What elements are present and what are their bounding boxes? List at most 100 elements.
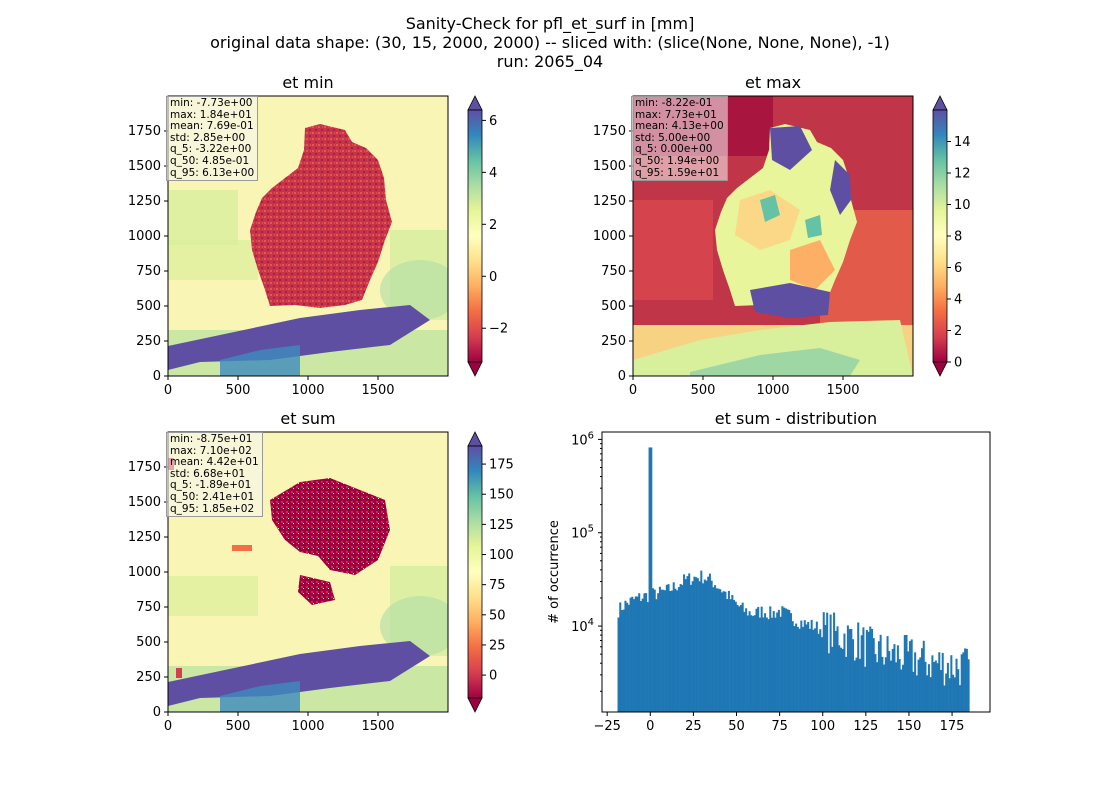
colorbar-tick: 8 xyxy=(947,230,962,245)
histogram-bar xyxy=(872,638,875,712)
histogram-bar xyxy=(686,576,689,712)
histogram-bar xyxy=(758,617,761,712)
colorbar-tick: 75 xyxy=(482,578,506,593)
colorbar-tick: 175 xyxy=(482,458,514,473)
histogram-bar xyxy=(784,608,787,712)
histogram-bar xyxy=(696,578,699,712)
x-tick-label: 1000 xyxy=(756,383,789,398)
stat-line: q_95: 1.85e+02 xyxy=(170,502,255,515)
histogram-bar xyxy=(846,625,849,712)
histogram-bar xyxy=(727,590,730,712)
histogram-bar xyxy=(717,588,720,712)
histogram-bar xyxy=(826,612,829,712)
histogram-bar xyxy=(769,606,772,712)
y-tick: 0 xyxy=(153,369,168,384)
colorbar-tick: 12 xyxy=(947,167,971,182)
histogram-bar xyxy=(871,628,874,712)
histogram-bar xyxy=(884,657,887,712)
x-tick-label: 1500 xyxy=(826,383,859,398)
colorbar-tick-label: 125 xyxy=(489,518,514,533)
colorbar-tick-label: 8 xyxy=(954,230,962,245)
histogram-bar xyxy=(657,593,660,712)
histogram-bar xyxy=(862,627,865,712)
histogram-bar xyxy=(620,610,623,712)
histogram-x-tick: 150 xyxy=(897,712,922,734)
y-tick-label: 1750 xyxy=(128,124,161,139)
x-tick: 500 xyxy=(226,712,250,734)
histogram-bar xyxy=(672,582,675,712)
et-max-colorbar: 0 2 4 6 8 10 12 14 xyxy=(932,95,971,377)
y-tick-label: 250 xyxy=(601,334,626,349)
y-tick: 0 xyxy=(153,705,168,720)
histogram-bar xyxy=(962,652,965,712)
histogram-bar xyxy=(626,602,629,712)
histogram-bar xyxy=(829,614,832,712)
histogram-bar xyxy=(927,664,930,712)
histogram-x-tick-label: 75 xyxy=(771,719,788,734)
colorbar-tick: 6 xyxy=(482,114,497,129)
colorbar-extend-min xyxy=(467,697,483,713)
histogram-bar xyxy=(865,630,868,712)
histogram-bar xyxy=(622,609,625,712)
histogram-bar xyxy=(639,601,642,712)
y-tick: 250 xyxy=(136,334,168,349)
histogram-bar xyxy=(964,648,967,712)
histogram-bar xyxy=(939,670,943,712)
histogram-bar xyxy=(831,646,834,712)
histogram-bar xyxy=(752,616,755,712)
histogram-bar xyxy=(689,584,692,712)
y-tick-label: 1000 xyxy=(128,229,161,244)
histogram-bar xyxy=(741,602,744,712)
x-tick-label: 500 xyxy=(226,383,251,398)
y-tick-label: 1250 xyxy=(128,530,161,545)
y-tick-label: 1000 xyxy=(593,229,626,244)
histogram-bar xyxy=(669,591,672,712)
histogram-bar xyxy=(812,629,815,712)
histogram-bar xyxy=(821,637,824,712)
histogram-bar xyxy=(664,590,667,712)
histogram-bar xyxy=(950,655,953,712)
histogram-bar xyxy=(746,615,749,712)
x-tick-label: 1500 xyxy=(361,383,394,398)
colorbar-extend-max xyxy=(932,95,948,111)
y-tick: 750 xyxy=(136,264,168,279)
histogram-bar xyxy=(631,596,634,712)
histogram-bar xyxy=(805,624,808,712)
y-tick: 1000 xyxy=(128,565,168,580)
stat-line: std: 2.85e+00 xyxy=(170,131,246,144)
stat-line: min: -7.73e+00 xyxy=(170,97,253,109)
colorbar-tick: −2 xyxy=(482,322,508,337)
histogram-ylabel: # of occurrence xyxy=(547,520,562,624)
histogram-bar xyxy=(815,621,818,712)
histogram-x-tick: 50 xyxy=(728,712,745,734)
histogram-bar xyxy=(617,617,620,712)
histogram-bars xyxy=(617,447,970,712)
y-tick-label: 250 xyxy=(136,334,161,349)
histogram-bar xyxy=(722,591,725,712)
colorbar-tick-label: 4 xyxy=(954,293,962,308)
histogram-bar xyxy=(634,596,637,712)
histogram-x-tick-label: −25 xyxy=(593,719,620,734)
histogram-bar xyxy=(641,598,644,712)
colorbar-extend-max xyxy=(467,95,483,111)
x-tick-label: 1000 xyxy=(291,383,324,398)
y-tick-label: 1500 xyxy=(128,495,161,510)
colorbar-tick-label: 50 xyxy=(489,608,506,623)
histogram-bar xyxy=(929,677,932,712)
y-tick: 1000 xyxy=(593,229,633,244)
histogram-bar xyxy=(674,588,677,712)
histogram-bar xyxy=(681,584,684,712)
y-tick: 750 xyxy=(136,600,168,615)
histogram-bar xyxy=(941,652,944,712)
histogram-bar xyxy=(670,590,674,712)
stat-line: q_50: 2.41e+01 xyxy=(170,490,255,503)
histogram-x-tick-label: 150 xyxy=(897,719,922,734)
colorbar-tick-label: 10 xyxy=(954,198,971,213)
histogram-x-tick-label: 50 xyxy=(728,719,745,734)
histogram-bar xyxy=(814,628,817,712)
histogram-bar xyxy=(760,606,763,712)
y-tick: 250 xyxy=(136,670,168,685)
histogram-bar xyxy=(938,652,941,712)
histogram-x-tick: 25 xyxy=(685,712,702,734)
x-tick: 0 xyxy=(164,712,172,734)
